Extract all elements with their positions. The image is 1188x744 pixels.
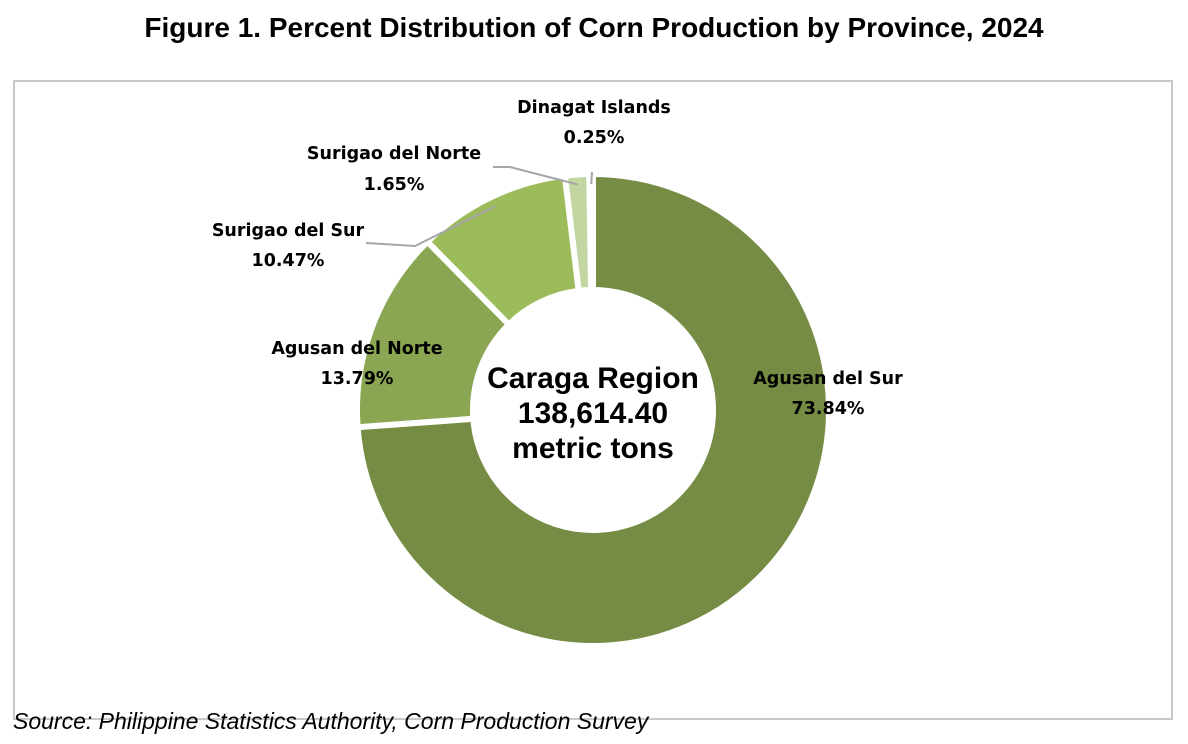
slice-label-agusan-del-norte-value: 13.79% bbox=[321, 369, 394, 389]
center-label-line-2: 138,614.40 bbox=[518, 397, 668, 430]
center-label-line-1: Caraga Region bbox=[487, 362, 699, 395]
slice-label-dinagat-islands-name: Dinagat Islands bbox=[517, 98, 671, 118]
chart-area bbox=[13, 80, 1173, 720]
donut-slice-agusan-del-sur bbox=[354, 171, 832, 649]
donut-slices bbox=[354, 170, 832, 649]
center-label: Caraga Region 138,614.40 metric tons bbox=[487, 362, 699, 465]
slice-label-surigao-del-norte-name: Surigao del Norte bbox=[307, 144, 481, 164]
slice-label-dinagat-islands-value: 0.25% bbox=[564, 128, 625, 148]
slice-label-agusan-del-sur-name: Agusan del Sur bbox=[753, 369, 903, 389]
slice-label-surigao-del-sur-name: Surigao del Sur bbox=[212, 221, 365, 241]
slice-label-surigao-del-norte-value: 1.65% bbox=[364, 175, 425, 195]
leader-line-surigao-del-sur bbox=[365, 205, 496, 248]
slice-label-agusan-del-norte-name: Agusan del Norte bbox=[271, 339, 442, 359]
chart-title: Figure 1. Percent Distribution of Corn P… bbox=[144, 12, 1044, 43]
slice-labels: Agusan del Sur 73.84% Agusan del Norte 1… bbox=[212, 98, 903, 419]
source-note: Source: Philippine Statistics Authority,… bbox=[13, 708, 649, 734]
leader-line-surigao-del-norte bbox=[493, 166, 578, 186]
slice-label-agusan-del-sur-value: 73.84% bbox=[792, 399, 865, 419]
leader-line-dinagat-islands bbox=[590, 171, 593, 185]
leader-lines bbox=[365, 166, 593, 248]
center-label-line-3: metric tons bbox=[512, 432, 674, 465]
donut-slice-dinagat-islands bbox=[586, 170, 596, 294]
slice-label-surigao-del-sur-value: 10.47% bbox=[252, 251, 325, 271]
